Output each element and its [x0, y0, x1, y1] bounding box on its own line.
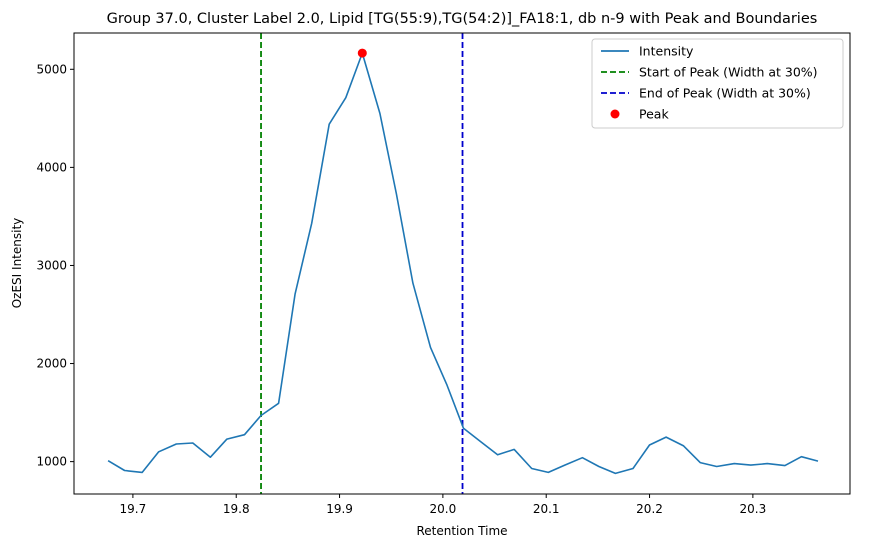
x-tick-label: 20.3	[740, 502, 767, 516]
y-axis-label: OzESI Intensity	[10, 218, 24, 309]
x-tick-label: 20.0	[430, 502, 457, 516]
x-tick-label: 19.8	[223, 502, 250, 516]
legend-peak-label: Peak	[639, 107, 669, 122]
y-tick-label: 3000	[36, 258, 67, 272]
y-tick-label: 4000	[36, 160, 67, 174]
legend-start-label: Start of Peak (Width at 30%)	[639, 65, 818, 80]
x-tick-label: 19.7	[120, 502, 147, 516]
legend-end-label: End of Peak (Width at 30%)	[639, 86, 811, 101]
y-tick-label: 5000	[36, 62, 67, 76]
peak-point	[357, 48, 367, 58]
plot-frame	[73, 32, 851, 495]
y-tick-label: 2000	[36, 357, 67, 371]
ticks: 19.7 19.8 19.9 20.0 20.1 20.2 20.3 1000 2000 3000…	[36, 62, 766, 516]
plot-area	[107, 33, 819, 494]
y-tick-label: 1000	[36, 455, 67, 469]
legend: Intensity Start of Peak (Width at 30%) E…	[591, 38, 844, 129]
series-line-intensity	[107, 52, 819, 475]
legend-box	[591, 38, 844, 129]
x-axis-label: Retention Time	[416, 524, 507, 538]
x-tick-label: 19.9	[326, 502, 353, 516]
x-tick-label: 20.1	[533, 502, 560, 516]
legend-intensity-label: Intensity	[639, 44, 694, 59]
x-tick-label: 20.2	[636, 502, 663, 516]
legend-peak-swatch	[610, 109, 620, 119]
chart-title: Group 37.0, Cluster Label 2.0, Lipid [TG…	[107, 11, 818, 27]
